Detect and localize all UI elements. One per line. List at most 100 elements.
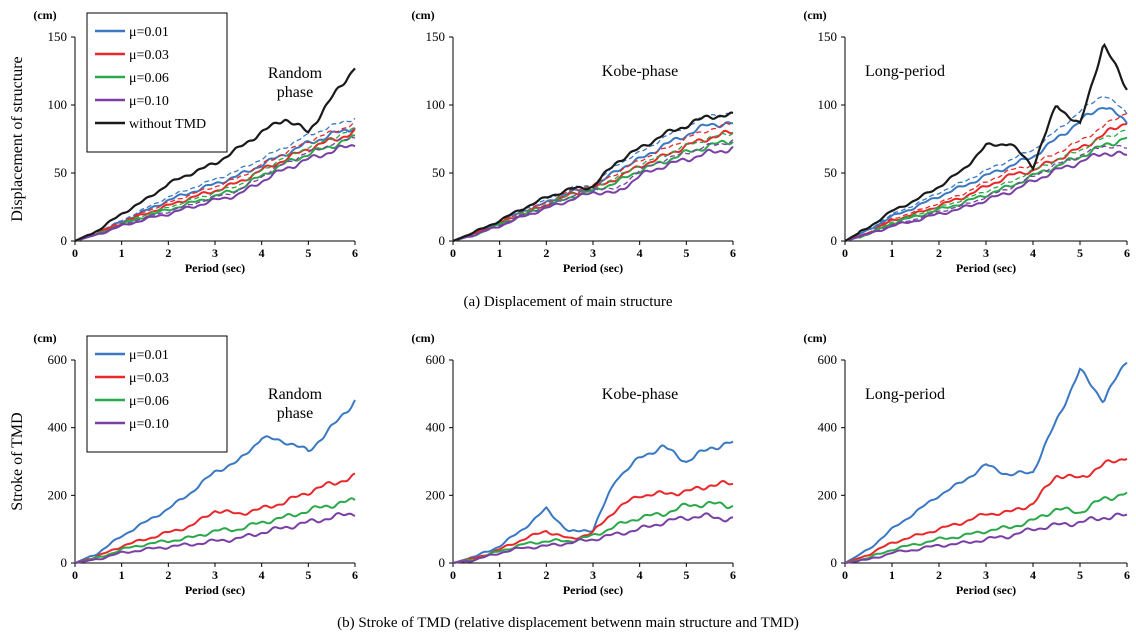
y-axis-label: Stroke of TMD: [9, 412, 26, 510]
x-tick-label: 1: [119, 568, 125, 582]
x-tick-label: 2: [165, 246, 171, 260]
x-axis-label: Period (sec): [956, 583, 1016, 597]
series-line-3: [74, 497, 356, 564]
x-axis-label: Period (sec): [563, 583, 623, 597]
y-tick-label: 200: [48, 487, 68, 502]
x-tick-label: 1: [889, 246, 895, 260]
series-line-3: [452, 500, 734, 564]
x-axis-label: Period (sec): [185, 261, 245, 275]
x-tick-label: 3: [212, 568, 218, 582]
x-tick-label: 3: [590, 246, 596, 260]
series-line-3: [844, 136, 1128, 242]
y-tick-label: 50: [432, 165, 445, 180]
series-line-1: [844, 361, 1128, 564]
chart-panel-4: 0 1 2 3 4 5 6 0 200 400 600 (cm) Period (sec) Stroke …: [9, 331, 358, 597]
x-tick-label: 6: [352, 246, 358, 260]
x-tick-label: 5: [683, 246, 689, 260]
x-tick-label: 5: [683, 568, 689, 582]
x-tick-label: 0: [450, 246, 456, 260]
series-line-2: [844, 123, 1128, 242]
x-tick-label: 4: [1030, 568, 1036, 582]
series-dashed-1: [74, 117, 356, 242]
x-tick-label: 3: [212, 246, 218, 260]
x-axis-label: Period (sec): [185, 583, 245, 597]
x-tick-label: 1: [119, 246, 125, 260]
y-tick-label: 0: [61, 555, 68, 570]
x-tick-label: 6: [730, 246, 736, 260]
x-tick-label: 6: [1124, 246, 1130, 260]
series-dashed-4: [844, 144, 1128, 242]
series-line-5: [74, 67, 356, 242]
x-tick-label: 6: [1124, 568, 1130, 582]
legend-entry: μ=0.03: [129, 371, 169, 386]
chart-panel-6: 0 1 2 3 4 5 6 0 200 400 600 (cm) Period (sec) Long-pe…: [803, 331, 1130, 597]
panel-annotation: Kobe-phase: [602, 63, 678, 80]
y-axis-label: Displacement of structure: [9, 56, 26, 221]
panel-annotation: Kobe-phase: [602, 386, 678, 403]
x-tick-label: 2: [543, 568, 549, 582]
x-tick-label: 5: [1077, 246, 1083, 260]
y-unit-label: (cm): [33, 8, 56, 22]
series-line-2: [74, 472, 356, 564]
series-line-1: [844, 106, 1128, 242]
y-tick-label: 200: [426, 487, 446, 502]
y-tick-label: 0: [831, 555, 838, 570]
legend-box: [86, 335, 228, 453]
series-dashed-4: [452, 139, 734, 242]
x-axis-label: Period (sec): [563, 261, 623, 275]
y-tick-label: 100: [426, 97, 446, 112]
series-line-5: [844, 42, 1128, 242]
y-tick-label: 150: [48, 29, 68, 44]
panel-annotation: Random: [268, 65, 323, 82]
y-tick-label: 600: [48, 352, 68, 367]
panel-annotation: phase: [277, 84, 313, 101]
y-tick-label: 400: [48, 420, 68, 435]
y-tick-label: 150: [426, 29, 446, 44]
chart-panel-3: 0 1 2 3 4 5 6 0 50 100 150 (cm) Period (sec) Long-per…: [803, 8, 1130, 275]
series-line-4: [74, 144, 356, 242]
series-line-2: [452, 479, 734, 564]
x-tick-label: 4: [259, 246, 265, 260]
series-line-5: [452, 111, 734, 243]
x-tick-label: 6: [352, 568, 358, 582]
x-tick-label: 4: [1030, 246, 1036, 260]
series-line-1: [452, 440, 734, 564]
legend-entry: μ=0.10: [129, 417, 169, 432]
panel-annotation: Long-period: [865, 386, 945, 403]
y-unit-label: (cm): [803, 331, 826, 345]
y-tick-label: 600: [818, 352, 838, 367]
y-unit-label: (cm): [411, 8, 434, 22]
x-tick-label: 5: [1077, 568, 1083, 582]
series-dashed-2: [844, 112, 1128, 242]
y-unit-label: (cm): [411, 331, 434, 345]
legend-box: [86, 12, 228, 153]
series-line-4: [844, 512, 1128, 564]
y-tick-label: 100: [48, 97, 68, 112]
x-tick-label: 3: [983, 568, 989, 582]
legend-entry: μ=0.10: [129, 94, 169, 109]
x-tick-label: 1: [497, 246, 503, 260]
legend-entry: μ=0.06: [129, 71, 169, 86]
x-tick-label: 3: [983, 246, 989, 260]
chart-panel-5: 0 1 2 3 4 5 6 0 200 400 600 (cm) Period (sec) Kobe-ph…: [411, 331, 736, 597]
panel-annotation: Random: [268, 386, 323, 403]
x-tick-label: 0: [450, 568, 456, 582]
x-tick-label: 0: [72, 246, 78, 260]
y-tick-label: 0: [439, 233, 446, 248]
series-dashed-1: [844, 95, 1128, 242]
x-tick-label: 4: [637, 568, 643, 582]
y-unit-label: (cm): [33, 331, 56, 345]
x-tick-label: 3: [590, 568, 596, 582]
y-tick-label: 100: [818, 97, 838, 112]
caption-a: (a) Displacement of main structure: [463, 294, 673, 310]
caption-b: (b) Stroke of TMD (relative displacement…: [337, 615, 799, 631]
legend-entry: μ=0.03: [129, 48, 169, 63]
series-line-4: [74, 511, 356, 564]
series-line-1: [74, 399, 356, 564]
x-tick-label: 5: [305, 568, 311, 582]
y-tick-label: 50: [824, 165, 837, 180]
x-tick-label: 0: [842, 568, 848, 582]
x-tick-label: 1: [497, 568, 503, 582]
panel-annotation: Long-period: [865, 63, 945, 80]
x-tick-label: 2: [936, 246, 942, 260]
